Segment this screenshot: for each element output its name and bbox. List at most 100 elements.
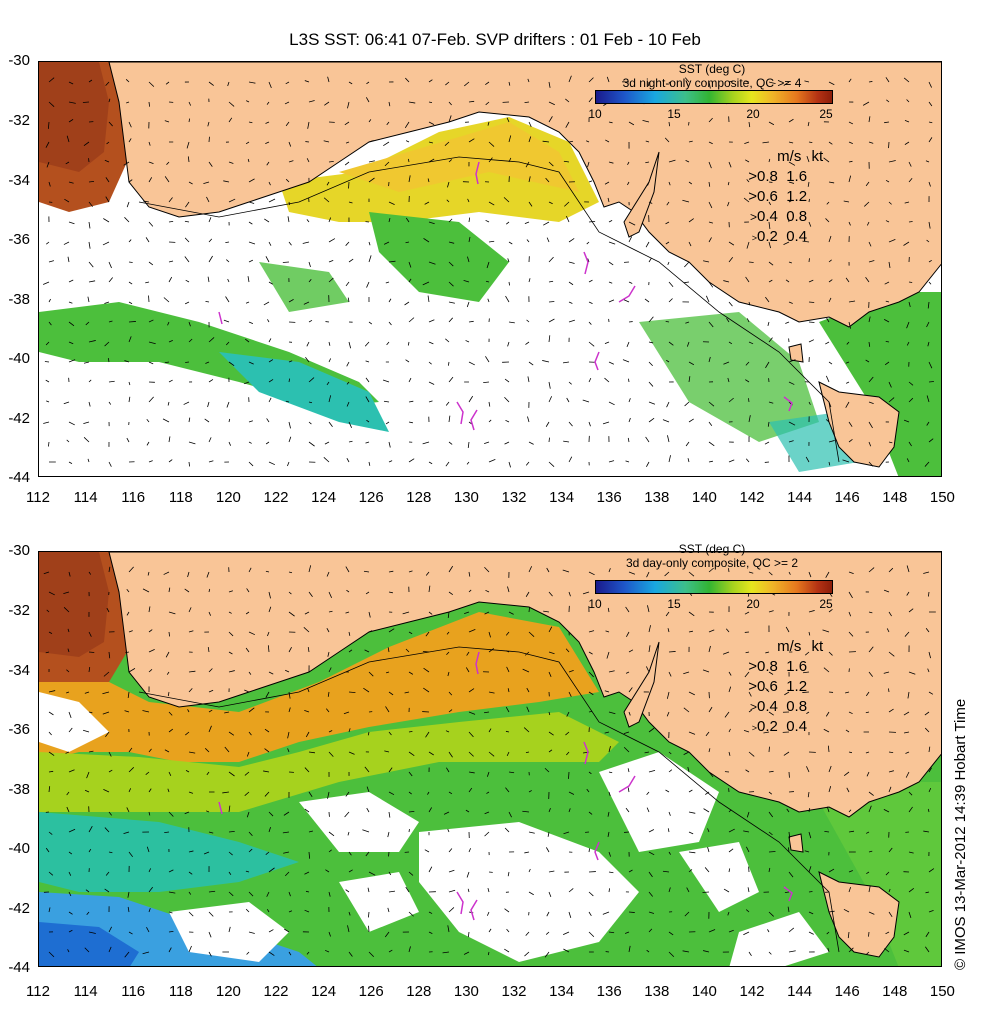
current-vector [468, 751, 474, 757]
current-vector [883, 589, 890, 593]
current-vector [268, 198, 276, 203]
current-vector [68, 851, 73, 855]
current-vector [688, 691, 695, 696]
current-vector [428, 461, 433, 465]
current-vector [568, 911, 572, 918]
current-vector [247, 276, 250, 283]
current-vector [743, 197, 750, 203]
current-vector [546, 237, 550, 243]
current-vector [568, 808, 571, 813]
current-vector [644, 751, 650, 754]
current-vector [446, 199, 450, 203]
current-vector [588, 77, 594, 83]
lon-label: 134 [549, 983, 575, 1000]
current-vector [228, 198, 236, 203]
current-vector [45, 651, 50, 654]
current-vector [368, 321, 373, 325]
lon-label: 136 [596, 983, 622, 1000]
current-vector [104, 159, 110, 163]
current-vector [108, 277, 113, 283]
speed-kt: 0.8 [786, 208, 808, 225]
current-vector [888, 567, 894, 573]
current-vector [363, 570, 370, 573]
current-vector [408, 810, 415, 813]
current-vector [648, 401, 656, 405]
current-vector [788, 301, 793, 304]
current-vector [305, 731, 310, 738]
current-vector [46, 400, 50, 403]
current-vector [108, 461, 112, 467]
current-vector [145, 771, 150, 775]
current-vector [108, 811, 113, 816]
current-vector [208, 217, 212, 223]
current-vector [607, 811, 610, 817]
current-vector [888, 651, 895, 657]
current-vector [765, 687, 770, 693]
current-vector [804, 651, 810, 656]
current-vector [608, 888, 610, 893]
current-vector [208, 379, 214, 383]
current-vector [88, 79, 93, 83]
current-vector [745, 769, 750, 773]
current-vector [908, 221, 913, 223]
current-vector [588, 931, 595, 938]
current-vector [888, 688, 890, 693]
current-vector [208, 588, 211, 593]
current-vector [148, 161, 154, 165]
current-vector [522, 668, 530, 673]
current-vector [324, 949, 330, 953]
current-vector [788, 571, 791, 575]
current-vector [708, 321, 714, 328]
current-vector [883, 671, 890, 674]
current-vector [488, 401, 491, 407]
current-vector [608, 871, 614, 874]
current-vector [208, 951, 212, 957]
current-vector [588, 180, 593, 183]
current-vector [225, 241, 230, 244]
current-vector [605, 139, 610, 143]
lon-label: 150 [929, 983, 955, 1000]
current-vector [928, 746, 931, 753]
current-vector [484, 811, 490, 815]
current-vector [508, 81, 511, 86]
current-vector [387, 907, 390, 913]
current-vector [304, 871, 310, 875]
current-vector [84, 789, 90, 793]
current-vector [928, 101, 933, 107]
current-vector [88, 180, 95, 183]
current-vector [885, 931, 890, 935]
current-vector [184, 301, 190, 305]
current-vector [607, 831, 610, 837]
current-vector [764, 441, 770, 445]
current-vector [828, 765, 832, 773]
current-vector [126, 201, 130, 208]
current-vector [228, 161, 234, 164]
current-vector [208, 611, 212, 616]
current-vector [85, 321, 90, 326]
current-vector [488, 648, 495, 653]
current-vector [428, 79, 433, 83]
current-vector [586, 140, 590, 143]
current-vector [565, 731, 570, 736]
current-vector [827, 947, 830, 953]
current-vector [328, 395, 332, 403]
current-vector [304, 808, 310, 813]
current-vector [405, 359, 410, 363]
current-vector [88, 201, 93, 207]
colorbar-night [595, 90, 833, 104]
current-vector [488, 157, 493, 163]
map-panel-night [38, 61, 942, 477]
current-vector [507, 586, 510, 593]
current-vector [306, 158, 310, 163]
current-vector [245, 908, 250, 913]
current-vector [485, 589, 490, 593]
current-vector [86, 911, 90, 915]
current-vector [768, 711, 774, 716]
current-vector [648, 341, 654, 344]
current-vector [648, 257, 652, 263]
current-vector [347, 297, 350, 303]
current-vector [127, 906, 130, 913]
current-vector [562, 569, 570, 573]
legend-subtitle: 3d night-only composite, QC >= 4 [622, 76, 802, 90]
current-vector [68, 301, 73, 304]
